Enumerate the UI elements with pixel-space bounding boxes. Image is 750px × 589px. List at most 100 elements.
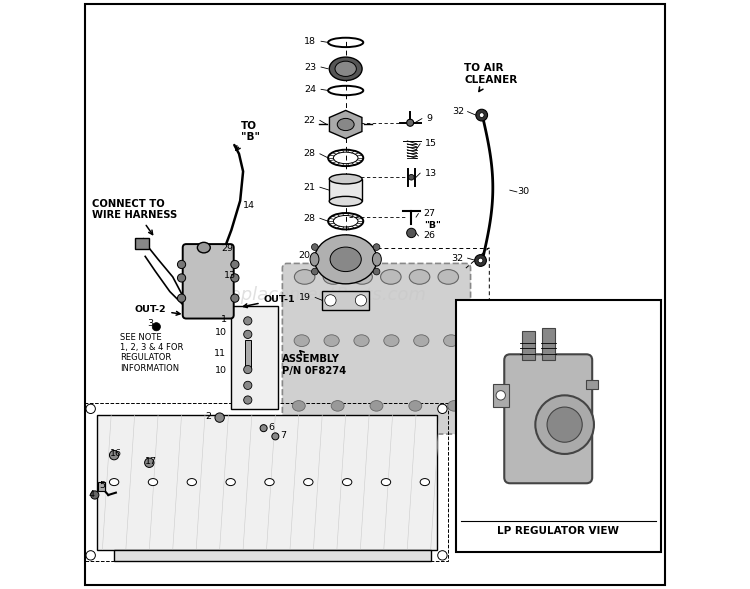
Circle shape	[438, 404, 447, 413]
Bar	[586, 380, 598, 389]
Ellipse shape	[448, 401, 460, 411]
Ellipse shape	[329, 57, 362, 81]
Ellipse shape	[409, 401, 422, 411]
Ellipse shape	[110, 479, 118, 485]
Ellipse shape	[332, 401, 344, 411]
Circle shape	[475, 254, 487, 266]
Text: "B": "B"	[424, 221, 440, 230]
Ellipse shape	[323, 270, 344, 284]
Text: 4: 4	[89, 491, 95, 499]
Text: TO AIR
CLEANER: TO AIR CLEANER	[464, 63, 518, 91]
Ellipse shape	[265, 479, 274, 485]
Circle shape	[478, 258, 483, 263]
Text: 32: 32	[451, 254, 463, 263]
Ellipse shape	[420, 479, 430, 485]
Text: 30: 30	[517, 187, 529, 196]
Text: eReplacementParts.com: eReplacementParts.com	[206, 286, 426, 303]
Text: 23: 23	[304, 62, 316, 71]
Circle shape	[272, 433, 279, 440]
Circle shape	[244, 381, 252, 389]
Text: 6: 6	[268, 423, 274, 432]
Ellipse shape	[380, 270, 401, 284]
Ellipse shape	[329, 174, 362, 184]
Text: 21: 21	[303, 183, 315, 192]
Ellipse shape	[373, 253, 381, 266]
Text: 27: 27	[423, 209, 435, 218]
Bar	[114, 550, 430, 561]
Circle shape	[374, 268, 380, 275]
Text: SEE NOTE
1, 2, 3 & 4 FOR
REGULATOR
INFORMATION: SEE NOTE 1, 2, 3 & 4 FOR REGULATOR INFOR…	[120, 333, 183, 373]
Circle shape	[311, 268, 318, 275]
Text: 2: 2	[205, 412, 211, 421]
Bar	[456, 300, 661, 552]
Text: 32: 32	[452, 107, 464, 116]
Bar	[522, 331, 535, 360]
Circle shape	[244, 365, 252, 373]
Bar	[135, 238, 149, 249]
Text: 10: 10	[214, 328, 226, 337]
Bar	[98, 481, 105, 491]
Circle shape	[479, 112, 484, 117]
Ellipse shape	[226, 479, 236, 485]
Circle shape	[178, 294, 186, 302]
Circle shape	[374, 244, 380, 250]
Circle shape	[231, 294, 239, 302]
Bar	[97, 415, 436, 550]
Text: 19: 19	[298, 293, 310, 302]
Text: 28: 28	[303, 214, 315, 223]
Bar	[542, 328, 555, 360]
Circle shape	[356, 294, 367, 306]
Text: 3: 3	[147, 319, 154, 328]
Circle shape	[244, 396, 252, 404]
Ellipse shape	[292, 401, 305, 411]
Text: 20: 20	[298, 251, 310, 260]
Text: CONNECT TO
WIRE HARNESS: CONNECT TO WIRE HARNESS	[92, 198, 178, 234]
Circle shape	[178, 260, 186, 269]
Circle shape	[409, 174, 414, 180]
Text: 7: 7	[280, 431, 286, 440]
Text: LP REGULATOR VIEW: LP REGULATOR VIEW	[497, 527, 620, 537]
Text: 16: 16	[110, 449, 122, 458]
Circle shape	[547, 407, 582, 442]
Text: 22: 22	[303, 116, 315, 125]
Circle shape	[476, 109, 488, 121]
Circle shape	[244, 330, 252, 339]
Ellipse shape	[354, 335, 369, 346]
Circle shape	[91, 491, 99, 499]
Bar	[322, 291, 369, 310]
Polygon shape	[329, 110, 362, 138]
Circle shape	[86, 404, 95, 413]
Circle shape	[145, 458, 154, 468]
Ellipse shape	[294, 335, 309, 346]
Ellipse shape	[304, 479, 313, 485]
Text: 17: 17	[146, 457, 158, 466]
Text: 29: 29	[221, 244, 233, 253]
Ellipse shape	[324, 335, 339, 346]
Text: TO
"B": TO "B"	[236, 121, 260, 150]
Circle shape	[178, 274, 186, 282]
Ellipse shape	[187, 479, 196, 485]
Ellipse shape	[438, 270, 458, 284]
Circle shape	[86, 551, 95, 560]
Text: OUT-2: OUT-2	[135, 305, 180, 315]
Ellipse shape	[197, 242, 210, 253]
Bar	[85, 403, 448, 561]
Circle shape	[110, 451, 118, 460]
FancyBboxPatch shape	[283, 263, 470, 434]
Ellipse shape	[370, 401, 383, 411]
Text: 1: 1	[220, 315, 226, 323]
Text: OUT-1: OUT-1	[244, 294, 296, 307]
Text: 14: 14	[243, 201, 255, 210]
FancyBboxPatch shape	[504, 355, 592, 483]
Circle shape	[536, 395, 594, 454]
Ellipse shape	[329, 196, 362, 206]
Text: ASSEMBLY
P/N 0F8274: ASSEMBLY P/N 0F8274	[283, 350, 346, 376]
Text: 24: 24	[304, 85, 316, 94]
Text: 5: 5	[100, 481, 106, 489]
Text: 18: 18	[304, 37, 316, 46]
Ellipse shape	[381, 479, 391, 485]
Bar	[232, 306, 278, 409]
Ellipse shape	[295, 270, 315, 284]
Ellipse shape	[335, 61, 356, 77]
Bar	[493, 383, 509, 407]
